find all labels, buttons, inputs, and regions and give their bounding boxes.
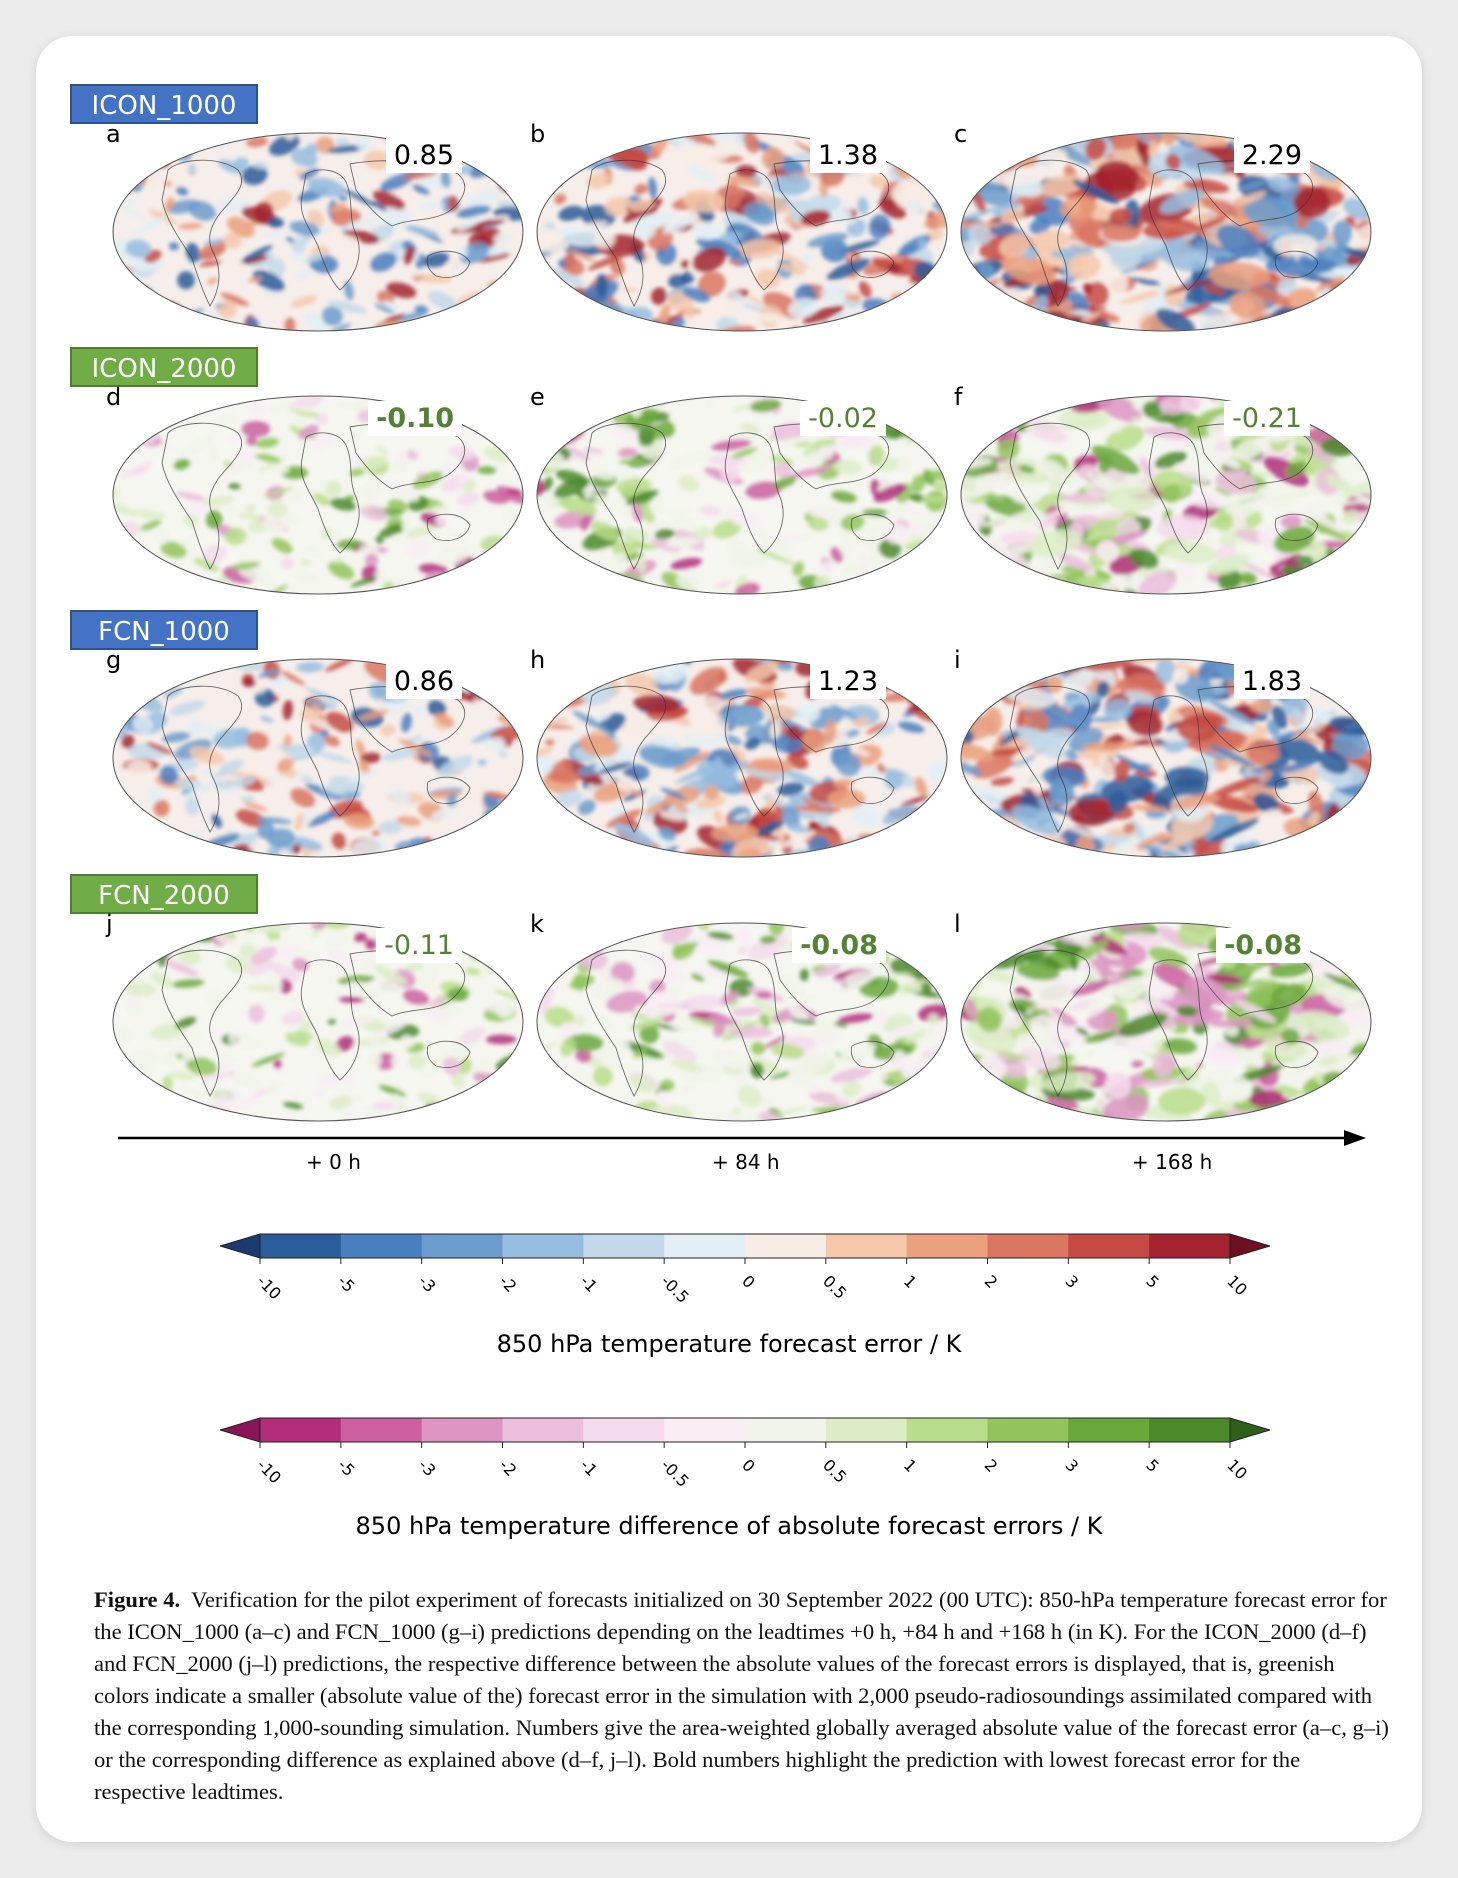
colorbar-tick-label: -5 (334, 1455, 359, 1480)
colorbar-title-difference: 850 hPa temperature difference of absolu… (355, 1512, 1103, 1540)
colorbar-difference: -10 -5 -3 -2 -1 -0.5 0 0.5 1 2 3 5 10 (220, 1417, 1270, 1491)
panel-value: -0.11 (376, 928, 462, 963)
map-panel-h: h 1.23 (530, 646, 950, 860)
colorbar-tick-label: 0 (738, 1455, 759, 1476)
colorbar-tick-label: -10 (253, 1271, 285, 1303)
colorbar-tick-label: -0.5 (657, 1455, 693, 1491)
row-label-fcn-1000: FCN_1000 (70, 610, 258, 650)
map-panel-g: g 0.86 (106, 646, 526, 860)
panel-letter: c (954, 120, 968, 148)
colorbar-tick-label: -2 (496, 1455, 521, 1480)
panel-value: 1.83 (1233, 664, 1310, 699)
figure-caption: Figure 4. Verification for the pilot exp… (94, 1584, 1394, 1808)
colorbar-tick-label: -2 (496, 1271, 521, 1296)
colorbar-tick-label: 2 (981, 1455, 1002, 1476)
panel-value: 0.86 (385, 664, 462, 699)
map-panel-b: b 1.38 (530, 120, 950, 334)
colorbar-tick-label: -0.5 (657, 1271, 693, 1307)
colorbar-tick-label: 10 (1223, 1271, 1251, 1299)
colorbar-tick-label: 0.5 (819, 1455, 850, 1486)
colorbar-tick-label: 0 (738, 1271, 759, 1292)
panel-letter: e (530, 383, 545, 411)
panel-value: 0.85 (385, 138, 462, 173)
row-label-icon-1000: ICON_1000 (70, 84, 258, 124)
caption-label: Figure 4. (94, 1587, 181, 1612)
colorbar-tick-label: 2 (981, 1271, 1002, 1292)
map-panel-a: a 0.85 (106, 120, 526, 334)
panel-value: 1.23 (809, 664, 886, 699)
panel-letter: d (106, 383, 122, 411)
colorbar-tick-label: 10 (1223, 1455, 1251, 1483)
panel-letter: i (954, 646, 961, 674)
map-panel-e: e -0.02 (530, 383, 950, 597)
map-panel-l: l -0.08 (954, 910, 1374, 1124)
colorbar-title-error: 850 hPa temperature forecast error / K (496, 1330, 962, 1358)
panel-letter: a (106, 120, 121, 148)
leadtime-label-84: + 84 h (712, 1150, 780, 1174)
leadtime-label-168: + 168 h (1132, 1150, 1213, 1174)
map-panel-i: i 1.83 (954, 646, 1374, 860)
panel-value: -0.10 (368, 401, 462, 436)
panel-value: -0.21 (1224, 401, 1310, 436)
colorbar-tick-label: -1 (577, 1455, 602, 1480)
panel-letter: l (954, 910, 961, 938)
colorbar-tick-label: 3 (1062, 1271, 1083, 1292)
map-panel-j: j -0.11 (106, 910, 526, 1124)
colorbar-tick-label: -3 (415, 1271, 440, 1296)
colorbar-tick-label: -1 (577, 1271, 602, 1296)
colorbar-tick-label: 1 (900, 1455, 921, 1476)
panel-value: -0.08 (792, 928, 886, 963)
leadtime-label-0: + 0 h (306, 1150, 361, 1174)
caption-text: Verification for the pilot experiment of… (94, 1587, 1389, 1804)
row-label-icon-2000: ICON_2000 (70, 347, 258, 387)
row-label-fcn-2000: FCN_2000 (70, 874, 258, 914)
colorbar-tick-label: -5 (334, 1271, 359, 1296)
colorbar-tick-label: 0.5 (819, 1271, 850, 1302)
panel-letter: j (106, 910, 113, 938)
map-panel-c: c 2.29 (954, 120, 1374, 334)
colorbar-tick-label: 3 (1062, 1455, 1083, 1476)
panel-letter: b (530, 120, 546, 148)
panel-letter: k (530, 910, 544, 938)
map-panel-f: f -0.21 (954, 383, 1374, 597)
colorbar-tick-label: -10 (253, 1455, 285, 1487)
colorbar-tick-label: -3 (415, 1455, 440, 1480)
panel-letter: g (106, 646, 122, 674)
panel-value: 2.29 (1233, 138, 1310, 173)
map-panel-d: d -0.10 (106, 383, 526, 597)
panel-letter: f (954, 383, 963, 411)
panel-value: 1.38 (809, 138, 886, 173)
panel-letter: h (530, 646, 546, 674)
panel-value: -0.08 (1216, 928, 1310, 963)
map-panel-k: k -0.08 (530, 910, 950, 1124)
leadtime-arrow (118, 1130, 1366, 1146)
colorbar-forecast-error: -10 -5 -3 -2 -1 -0.5 0 0.5 1 2 3 5 10 (220, 1233, 1270, 1307)
colorbar-tick-label: 5 (1142, 1455, 1163, 1476)
colorbar-tick-label: 5 (1142, 1271, 1163, 1292)
panel-value: -0.02 (800, 401, 886, 436)
colorbar-tick-label: 1 (900, 1271, 921, 1292)
